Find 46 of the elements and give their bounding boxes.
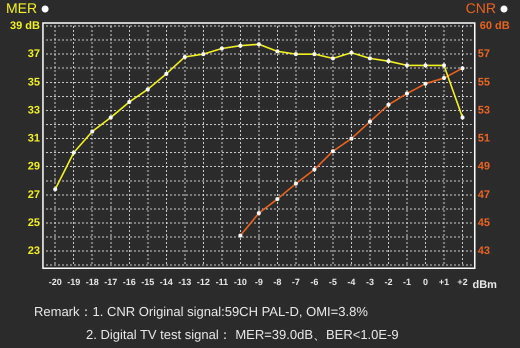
x-tick-label: -20 [48,277,62,288]
x-tick-label: -17 [104,277,118,288]
x-tick-label: -19 [67,277,80,288]
x-tick-label: -1 [402,277,411,288]
x-tick-label: 0 [422,277,428,288]
y2-tick-label: 43 [478,245,490,258]
x-tick-label: -2 [384,277,392,288]
x-tick-label: -11 [216,277,228,288]
y2-tick-label: 47 [478,188,490,201]
x-tick-label: -3 [366,277,374,288]
text: Remark：1. CNR Original signal:59CH PAL-D, OMI=3.8% [33,303,369,321]
x-tick-label: -10 [234,277,247,288]
legend-label: MER [6,0,38,16]
x-tick-label: +1 [438,277,450,288]
y2-tick-label: 53 [478,104,490,116]
y-tick-label: 39 dB [10,20,40,32]
y2-axis-title: 60 dB [480,20,510,32]
y-tick-label: 27 [28,188,40,201]
y2-tick-label: 55 [478,76,490,88]
x-tick-label: -18 [86,277,99,288]
y2-tick-label: 49 [478,160,490,173]
x-tick-label: +2 [457,277,468,288]
y-tick-label: 31 [28,132,40,145]
y2-tick-label: 57 [478,48,490,60]
x-axis-title: dBm [472,279,498,292]
x-tick-label: -12 [196,277,210,288]
text: 2. Digital TV test signal： MER=39.0dB、BER<1.0E-9 [85,326,400,344]
x-tick-label: -9 [254,277,263,288]
x-tick-label: -4 [347,277,356,288]
legend-label: CNR [466,0,496,16]
y-tick-label: 25 [28,217,40,230]
y2-tick-label: 51 [478,132,490,145]
x-tick-label: -8 [273,277,282,288]
x-tick-label: -7 [292,277,300,288]
y2-tick-label: 45 [478,217,490,230]
y-tick-label: 33 [28,104,40,116]
x-tick-label: -16 [122,277,136,288]
y-tick-label: 37 [28,48,40,60]
y-tick-label: 29 [28,160,40,173]
x-tick-label: -13 [178,277,192,288]
x-tick-label: -5 [328,277,337,288]
y-tick-label: 23 [28,245,40,258]
x-tick-label: -6 [310,277,318,288]
x-tick-label: -15 [141,277,154,288]
y-tick-label: 35 [28,76,40,88]
x-tick-label: -14 [160,277,173,288]
